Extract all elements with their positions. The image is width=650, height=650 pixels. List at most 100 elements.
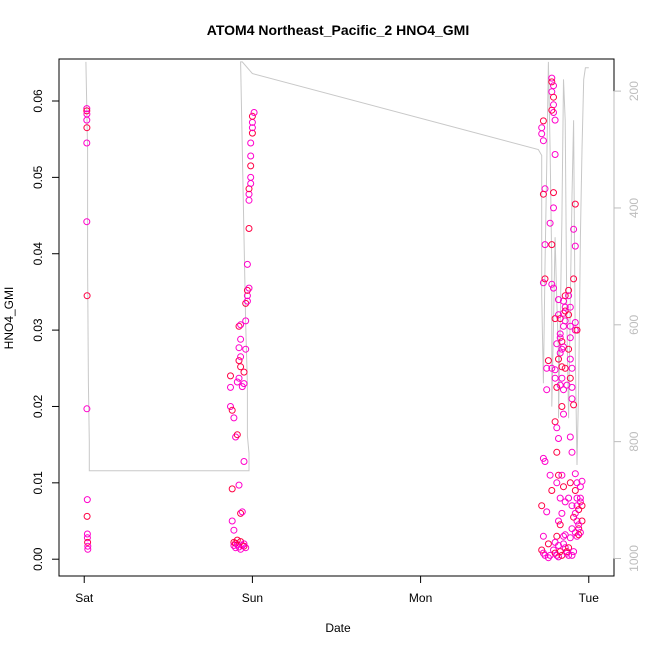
data-point <box>541 458 549 465</box>
data-point <box>83 218 91 226</box>
data-point <box>548 78 556 86</box>
data-point <box>237 545 245 553</box>
data-point <box>546 219 554 227</box>
data-point <box>245 284 253 292</box>
data-point <box>237 321 245 329</box>
data-point <box>240 368 248 376</box>
data-point <box>558 363 566 371</box>
data-point <box>570 401 578 409</box>
data-point <box>568 551 576 559</box>
data-point <box>573 532 581 540</box>
data-point <box>566 534 574 542</box>
data-point <box>561 498 569 506</box>
data-point <box>550 204 557 212</box>
data-point <box>83 512 91 520</box>
data-point <box>565 292 573 300</box>
data-point <box>560 483 567 491</box>
data-point <box>230 526 238 534</box>
data-point <box>235 322 243 330</box>
data-point <box>553 532 561 540</box>
data-point <box>538 130 546 138</box>
data-point <box>243 292 251 300</box>
data-point <box>539 117 547 125</box>
data-point <box>578 502 586 510</box>
y-tick-label: 0.02 <box>31 394 45 418</box>
data-point <box>240 458 248 465</box>
y2-tick-label: 1000 <box>627 545 641 572</box>
data-point <box>83 496 91 504</box>
data-point <box>568 364 576 372</box>
chart-title: ATOM4 Northeast_Pacific_2 HNO4_GMI <box>207 22 469 38</box>
data-point <box>571 470 579 478</box>
data-point <box>571 319 579 326</box>
data-point <box>558 509 566 517</box>
data-point <box>568 448 576 456</box>
data-point <box>551 151 559 158</box>
data-point <box>250 109 258 116</box>
data-point <box>568 383 576 391</box>
data-point <box>568 395 576 403</box>
data-point <box>576 529 584 536</box>
y2-tick-label: 600 <box>627 314 641 334</box>
data-point <box>237 363 245 371</box>
data-point <box>570 548 578 556</box>
data-point <box>551 366 559 374</box>
data-point <box>555 296 562 304</box>
data-point <box>83 105 91 113</box>
data-point <box>570 275 578 283</box>
data-point <box>84 542 92 550</box>
data-point <box>568 502 576 510</box>
data-point <box>227 403 234 410</box>
data-point <box>556 334 564 342</box>
data-point <box>548 364 556 372</box>
data-point <box>560 540 567 548</box>
data-point <box>565 544 573 552</box>
data-point <box>565 311 573 319</box>
data-point <box>558 374 566 382</box>
data-point <box>561 303 569 311</box>
plot-frame <box>58 58 615 577</box>
data-point <box>556 548 564 556</box>
data-point <box>227 383 234 391</box>
data-point <box>247 152 255 160</box>
data-point <box>539 279 547 287</box>
data-point <box>561 531 569 539</box>
data-point <box>227 372 234 380</box>
data-point <box>228 517 236 525</box>
data-point <box>235 344 243 352</box>
data-point <box>247 173 255 181</box>
data-point <box>233 536 241 544</box>
data-point <box>555 542 562 549</box>
data-point <box>573 517 581 525</box>
data-point <box>571 242 579 250</box>
data-point <box>565 345 573 353</box>
y-axis-label: HNO4_GMI <box>2 287 16 350</box>
data-point <box>576 483 584 491</box>
data-point <box>566 334 574 342</box>
data-point <box>548 74 556 82</box>
data-point <box>548 487 556 494</box>
data-point <box>242 317 250 325</box>
data-point <box>83 405 91 413</box>
data-point <box>555 435 562 442</box>
y-tick-label: 0.00 <box>31 547 45 571</box>
data-point <box>235 481 243 489</box>
data-point <box>541 241 549 249</box>
data-point <box>83 530 91 538</box>
data-point <box>539 190 547 198</box>
data-point <box>247 180 255 187</box>
data-point <box>83 107 91 115</box>
data-point <box>243 260 251 268</box>
data-point <box>566 374 574 382</box>
data-point <box>248 124 256 132</box>
data-point <box>550 189 557 197</box>
data-point <box>571 200 579 208</box>
data-point <box>245 225 253 232</box>
data-point <box>84 538 92 546</box>
data-point <box>539 532 547 540</box>
data-point <box>566 322 574 330</box>
x-tick-label: Sat <box>75 591 94 605</box>
data-point <box>573 479 581 487</box>
x-tick-label: Tue <box>579 591 600 605</box>
